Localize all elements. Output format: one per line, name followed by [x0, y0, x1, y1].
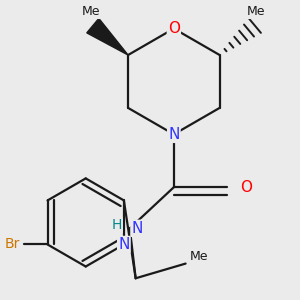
Text: N: N — [118, 237, 130, 252]
Text: O: O — [168, 21, 180, 36]
Text: Me: Me — [247, 5, 266, 18]
Text: Me: Me — [82, 5, 100, 18]
Text: Br: Br — [4, 238, 20, 251]
Text: O: O — [240, 180, 252, 195]
Text: N: N — [131, 221, 143, 236]
Polygon shape — [87, 18, 128, 55]
Text: H: H — [111, 218, 122, 233]
Text: N: N — [168, 127, 179, 142]
Text: Me: Me — [190, 250, 208, 263]
